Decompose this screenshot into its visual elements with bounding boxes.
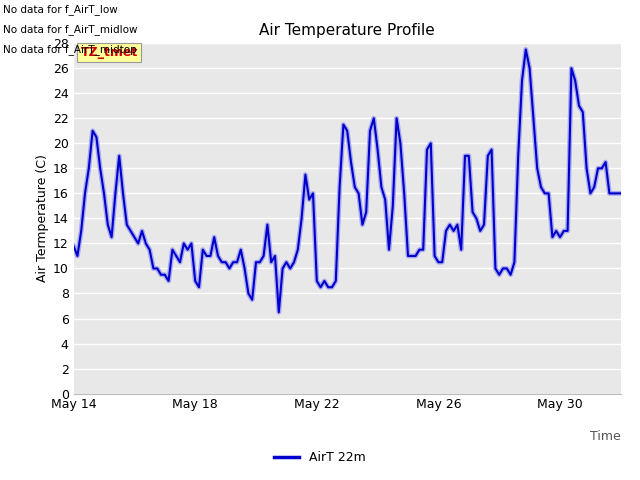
Text: TZ_tmet: TZ_tmet xyxy=(81,46,138,59)
Text: No data for f_AirT_low: No data for f_AirT_low xyxy=(3,4,118,15)
Text: No data for f_AirT_midlow: No data for f_AirT_midlow xyxy=(3,24,138,35)
Y-axis label: Air Termperature (C): Air Termperature (C) xyxy=(36,155,49,282)
Legend: AirT 22m: AirT 22m xyxy=(269,446,371,469)
Text: Time: Time xyxy=(590,430,621,443)
Text: No data for f_AirT_midtop: No data for f_AirT_midtop xyxy=(3,44,137,55)
Title: Air Temperature Profile: Air Temperature Profile xyxy=(259,23,435,38)
